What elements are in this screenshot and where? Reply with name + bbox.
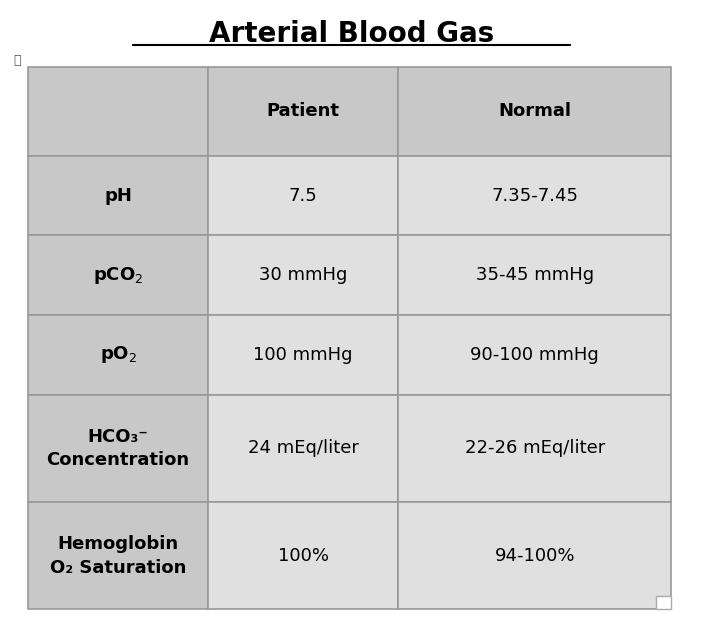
Text: 7.5: 7.5 — [289, 187, 318, 204]
Bar — [208, 156, 398, 236]
Text: pCO$_{2}$: pCO$_{2}$ — [93, 265, 143, 286]
Bar — [398, 67, 671, 156]
Bar — [398, 502, 671, 609]
Text: 30 mmHg: 30 mmHg — [259, 266, 347, 284]
Bar — [208, 236, 398, 315]
Bar — [208, 315, 398, 395]
Text: Arterial Blood Gas: Arterial Blood Gas — [209, 21, 494, 48]
Text: 24 mEq/liter: 24 mEq/liter — [247, 439, 359, 458]
Text: pH: pH — [104, 187, 132, 204]
Text: 100 mmHg: 100 mmHg — [253, 346, 353, 364]
Bar — [398, 236, 671, 315]
Text: 100%: 100% — [278, 547, 328, 565]
Bar — [398, 156, 671, 236]
Text: HCO₃⁻
Concentration: HCO₃⁻ Concentration — [46, 428, 190, 469]
Bar — [208, 502, 398, 609]
Text: 35-45 mmHg: 35-45 mmHg — [476, 266, 594, 284]
Bar — [398, 395, 671, 502]
Bar — [28, 236, 208, 315]
Text: 22-26 mEq/liter: 22-26 mEq/liter — [465, 439, 605, 458]
Text: ⭢: ⭢ — [14, 54, 21, 67]
Text: Patient: Patient — [266, 102, 340, 121]
Bar — [656, 596, 671, 609]
Text: Normal: Normal — [498, 102, 571, 121]
Bar — [28, 315, 208, 395]
Text: 90-100 mmHg: 90-100 mmHg — [470, 346, 599, 364]
Bar — [208, 67, 398, 156]
Bar — [28, 156, 208, 236]
Text: pO$_{2}$: pO$_{2}$ — [100, 344, 136, 366]
Text: 7.35-7.45: 7.35-7.45 — [491, 187, 578, 204]
Text: 94-100%: 94-100% — [494, 547, 575, 565]
Text: Hemoglobin
O₂ Saturation: Hemoglobin O₂ Saturation — [50, 535, 186, 576]
Bar — [398, 315, 671, 395]
Bar — [208, 395, 398, 502]
Bar — [28, 502, 208, 609]
Bar — [28, 395, 208, 502]
Bar — [28, 67, 208, 156]
